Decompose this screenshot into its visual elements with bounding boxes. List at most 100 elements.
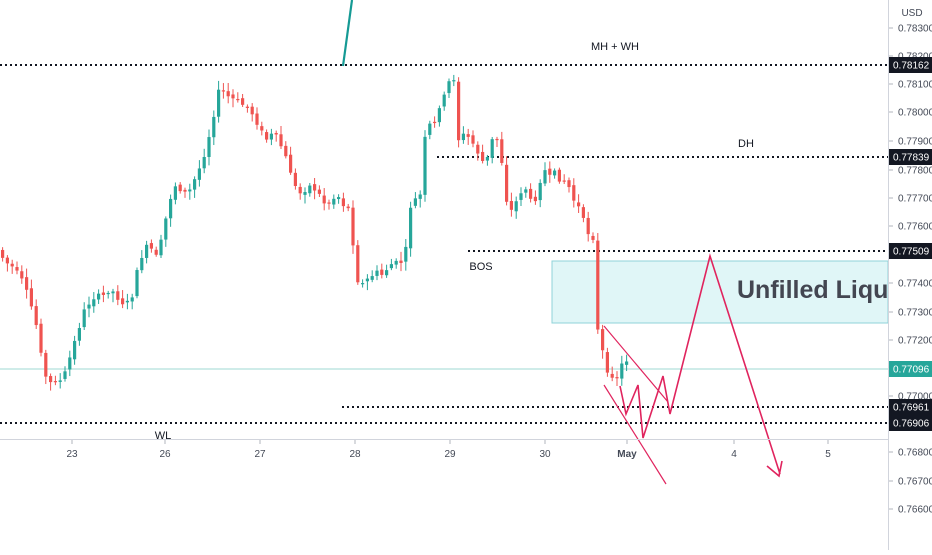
candle-body (101, 292, 105, 295)
x-tick-label: 23 (66, 449, 78, 460)
candle-body (389, 264, 393, 269)
candle-body (265, 132, 269, 140)
candle-body (375, 270, 379, 276)
candle-body (25, 277, 29, 290)
candle-body (476, 144, 480, 154)
y-tick-label: 0.77800 (898, 166, 932, 177)
candle-body (457, 81, 461, 141)
candle-body (596, 240, 600, 330)
liquidity-zone-layer: Unfilled Liquidity (551, 260, 889, 324)
y-tick-label: 0.77700 (898, 194, 932, 205)
candle-body (351, 207, 355, 246)
candle-body (241, 98, 245, 105)
price-tag-bg (889, 399, 932, 415)
candle-body (490, 139, 494, 158)
candle-body (289, 154, 293, 173)
projection-arrowhead (766, 460, 783, 478)
y-tick-label: 0.78100 (898, 80, 932, 91)
candle-body (337, 197, 341, 200)
candle-body (159, 239, 163, 256)
annotation-bos: BOS (469, 261, 492, 273)
candle-body (370, 276, 374, 280)
candle-body (303, 192, 307, 195)
candle-body (183, 189, 187, 192)
candle-body (447, 81, 451, 94)
x-tick-label: 26 (159, 449, 171, 460)
candle-body (313, 184, 317, 191)
candle-body (365, 278, 369, 282)
price-tag-label: 0.77509 (893, 247, 930, 258)
candle-body (58, 380, 62, 382)
candle-body (356, 245, 360, 283)
candle-body (188, 189, 192, 192)
candle-body (524, 189, 528, 193)
candle-body (562, 180, 566, 182)
x-tick-label: 29 (444, 449, 456, 460)
candle-body (260, 126, 264, 131)
candle-body (572, 185, 576, 201)
candle-body (29, 288, 33, 307)
annotation-dh: DH (738, 138, 754, 150)
candle-body (130, 297, 134, 302)
candle-body (1, 249, 5, 258)
candle-body (399, 260, 403, 263)
price-tag-label: 0.76961 (893, 403, 930, 414)
price-tag-bg (889, 149, 932, 165)
x-tick-label: 28 (349, 449, 361, 460)
candle-body (269, 133, 273, 140)
candle-body (116, 291, 120, 300)
candle-body (553, 170, 557, 176)
candle-body (10, 263, 14, 267)
candle-body (5, 257, 9, 264)
x-tick-label: 30 (539, 449, 551, 460)
candle-body (274, 132, 278, 135)
candle-body (543, 170, 547, 184)
candle-body (164, 218, 168, 240)
candle-body (428, 123, 432, 135)
candle-body (509, 200, 513, 210)
liquidity-zone-box (551, 260, 889, 324)
candle-body (226, 91, 230, 97)
candle-body (442, 94, 446, 107)
candle-body (529, 188, 533, 199)
candle-body (601, 329, 605, 351)
candle-body (581, 207, 585, 218)
candle-body (255, 113, 259, 125)
y-tick-label: 0.77400 (898, 279, 932, 290)
candle-body (121, 298, 125, 305)
y-tick-label: 0.76700 (898, 477, 932, 488)
candle-body (615, 377, 619, 379)
candle-body (567, 180, 571, 188)
x-tick-label: 27 (254, 449, 266, 460)
candle-body (308, 185, 312, 194)
candle-body (173, 186, 177, 200)
candle-body (610, 373, 614, 378)
price-tag-bg (889, 243, 932, 259)
y-tick-label: 0.77300 (898, 308, 932, 319)
candle-body (385, 270, 389, 276)
candle-body (217, 89, 221, 117)
candle-body (538, 182, 542, 201)
candle-body (245, 106, 249, 108)
candle-body (413, 198, 417, 206)
candle-body (68, 357, 72, 370)
candle-body (236, 98, 240, 101)
trend-line (341, 0, 354, 67)
candle-body (135, 270, 139, 297)
price-tag-label: 0.77096 (893, 365, 930, 376)
candle-body (533, 196, 537, 202)
price-tag-label: 0.76906 (893, 419, 930, 430)
y-tick-label: 0.77200 (898, 336, 932, 347)
candle-body (332, 198, 336, 205)
candle-body (605, 352, 609, 373)
candle-body (250, 106, 254, 115)
candle-body (82, 309, 86, 328)
candle-body (193, 179, 197, 190)
candle-body (500, 139, 504, 163)
candle-body (423, 136, 427, 195)
x-tick-label: May (617, 449, 637, 460)
x-tick-label: 4 (731, 449, 737, 460)
price-tag-bg (889, 57, 932, 73)
